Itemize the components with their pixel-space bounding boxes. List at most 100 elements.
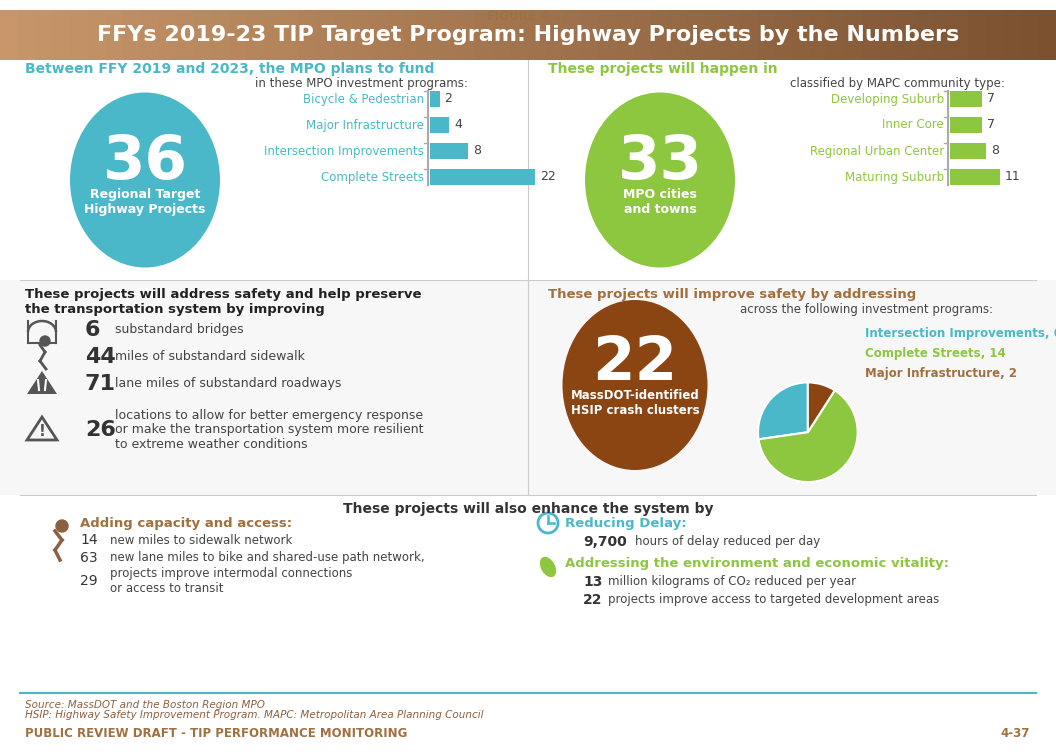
Bar [404, 10, 423, 60]
Bar [950, 143, 986, 159]
Bar [422, 10, 441, 60]
Bar [430, 143, 468, 159]
Text: PUBLIC REVIEW DRAFT - TIP PERFORMANCE MONITORING: PUBLIC REVIEW DRAFT - TIP PERFORMANCE MO… [25, 727, 408, 740]
Bar [757, 10, 775, 60]
Bar [686, 10, 705, 60]
Bar [229, 10, 247, 60]
Bar [1038, 10, 1056, 60]
Text: 26: 26 [84, 420, 116, 440]
Bar [370, 10, 389, 60]
Bar [493, 10, 511, 60]
Text: Source: MassDOT and the Boston Region MPO: Source: MassDOT and the Boston Region MP… [25, 700, 265, 710]
Text: Adding capacity and access:: Adding capacity and access: [80, 516, 293, 529]
Bar [950, 10, 969, 60]
Text: Complete Streets, 14: Complete Streets, 14 [865, 347, 1005, 359]
Bar [124, 10, 142, 60]
Text: Intersection Improvements: Intersection Improvements [264, 144, 425, 158]
Bar [1003, 10, 1022, 60]
Text: Inner Core: Inner Core [882, 119, 944, 131]
Text: projects improve access to targeted development areas: projects improve access to targeted deve… [608, 593, 939, 606]
Bar [158, 10, 177, 60]
Bar [528, 10, 547, 60]
Bar [704, 10, 722, 60]
Text: Maturing Suburb: Maturing Suburb [845, 171, 944, 183]
Ellipse shape [70, 93, 220, 267]
Bar [916, 10, 934, 60]
Text: HSIP: Highway Safety Improvement Program. MAPC: Metropolitan Area Planning Counc: HSIP: Highway Safety Improvement Program… [25, 710, 484, 720]
Wedge shape [808, 382, 835, 432]
Bar [430, 169, 535, 185]
Bar [581, 10, 600, 60]
Wedge shape [758, 390, 857, 482]
Bar [88, 10, 107, 60]
Bar [950, 169, 1000, 185]
Wedge shape [758, 382, 808, 439]
Text: 22: 22 [592, 334, 678, 393]
Bar [616, 10, 635, 60]
Text: Developing Suburb: Developing Suburb [831, 93, 944, 106]
Bar [0, 495, 1056, 695]
Bar [211, 10, 230, 60]
Bar [668, 10, 687, 60]
Bar [774, 10, 793, 60]
Bar [1021, 10, 1039, 60]
Text: new miles to sidewalk network: new miles to sidewalk network [110, 534, 293, 547]
Bar [193, 10, 212, 60]
Bar [563, 10, 582, 60]
Bar [440, 10, 458, 60]
Text: across the following investment programs:: across the following investment programs… [740, 304, 993, 316]
Bar [634, 10, 653, 60]
Text: 8: 8 [473, 144, 482, 158]
Bar [652, 10, 670, 60]
Text: 13: 13 [583, 575, 602, 589]
Bar [176, 10, 194, 60]
Text: Between FFY 2019 and 2023, the MPO plans to fund: Between FFY 2019 and 2023, the MPO plans… [25, 62, 434, 76]
Bar [599, 10, 617, 60]
Bar [510, 10, 529, 60]
Text: Major Infrastructure: Major Infrastructure [306, 119, 425, 131]
Ellipse shape [563, 300, 708, 470]
Text: These projects will happen in: These projects will happen in [548, 62, 777, 76]
Bar [985, 10, 1004, 60]
Text: 4-37: 4-37 [1001, 727, 1030, 740]
Text: These projects will improve safety by addressing: These projects will improve safety by ad… [548, 288, 917, 301]
Text: 6: 6 [84, 320, 100, 340]
Bar [950, 91, 982, 107]
Text: 14: 14 [80, 533, 97, 547]
Text: These projects will address safety and help preserve
the transportation system b: These projects will address safety and h… [25, 288, 421, 316]
Text: classified by MAPC community type:: classified by MAPC community type: [790, 76, 1005, 90]
Bar [388, 10, 406, 60]
Text: 71: 71 [84, 374, 116, 394]
Circle shape [56, 520, 68, 532]
Text: Reducing Delay:: Reducing Delay: [565, 516, 686, 529]
Bar [430, 117, 449, 133]
Text: 22: 22 [540, 171, 555, 183]
Bar [53, 10, 72, 60]
Bar [282, 10, 300, 60]
Text: These projects will also enhance the system by: These projects will also enhance the sys… [343, 502, 713, 516]
Text: Regional Target
Highway Projects: Regional Target Highway Projects [84, 188, 206, 216]
Bar [827, 10, 846, 60]
Bar [546, 10, 564, 60]
Text: 8: 8 [992, 144, 999, 158]
Bar [0, 280, 1056, 495]
Text: Bicycle & Pedestrian: Bicycle & Pedestrian [303, 93, 425, 106]
Text: 63: 63 [80, 551, 97, 565]
Bar [106, 10, 125, 60]
Bar [845, 10, 864, 60]
Text: 9,700: 9,700 [583, 535, 627, 549]
Text: Complete Streets: Complete Streets [321, 171, 425, 183]
Bar [352, 10, 371, 60]
Text: miles of substandard sidewalk: miles of substandard sidewalk [115, 350, 305, 363]
Bar [35, 10, 54, 60]
Bar [792, 10, 811, 60]
Bar [932, 10, 951, 60]
Bar [721, 10, 740, 60]
Text: MassDOT-identified
HSIP crash clusters: MassDOT-identified HSIP crash clusters [570, 389, 699, 417]
Text: Addressing the environment and economic vitality:: Addressing the environment and economic … [565, 556, 949, 569]
Text: in these MPO investment programs:: in these MPO investment programs: [254, 76, 468, 90]
Bar [430, 91, 439, 107]
Text: 7: 7 [986, 119, 995, 131]
Text: 2: 2 [445, 93, 452, 106]
Bar [317, 10, 336, 60]
